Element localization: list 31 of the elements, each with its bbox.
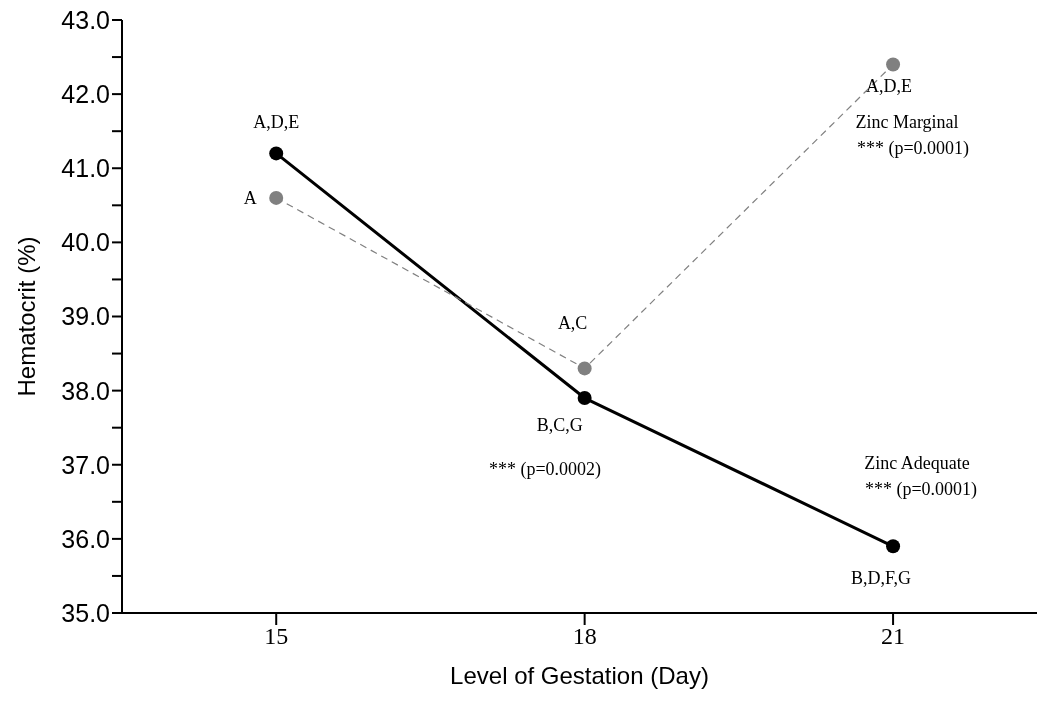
annotation: A,D,E [866, 76, 913, 97]
annotation: *** (p=0.0001) [864, 479, 978, 500]
annotation: A,D,E [253, 112, 300, 133]
annotation: *** (p=0.0002) [488, 459, 602, 480]
y-tick-label: 43.0 [61, 5, 110, 34]
annotation: A,C [557, 313, 588, 334]
y-tick-label: 42.0 [61, 80, 110, 108]
point [577, 391, 592, 406]
y-tick-label: 38.0 [61, 376, 110, 405]
x-tick-label: 18 [572, 623, 597, 650]
y-tick-label: 36.0 [61, 524, 110, 553]
point [886, 539, 901, 554]
y-tick-label: 37.0 [61, 450, 110, 479]
annotation: A [243, 187, 257, 208]
annotation: B,C,G [536, 415, 583, 436]
point [577, 361, 592, 376]
y-tick-label: 35.0 [61, 598, 110, 627]
y-tick-label: 39.0 [61, 302, 110, 331]
y-tick-label: 41.0 [61, 154, 110, 183]
y-axis-title: Hematocrit (%) [12, 236, 40, 397]
point [269, 146, 284, 161]
x-tick-label: 15 [264, 623, 289, 650]
x-axis-title: Level of Gestation (Day) [450, 662, 709, 689]
x-tick-label: 21 [881, 623, 906, 650]
point [886, 57, 901, 72]
text: Zinc Adequate [864, 453, 970, 473]
series-label: Zinc Marginal [855, 112, 959, 132]
y-tick-label: 40.0 [61, 228, 110, 257]
annotation: B,D,F,G [851, 568, 912, 589]
point [269, 190, 284, 205]
annotation: *** (p=0.0001) [856, 138, 970, 159]
